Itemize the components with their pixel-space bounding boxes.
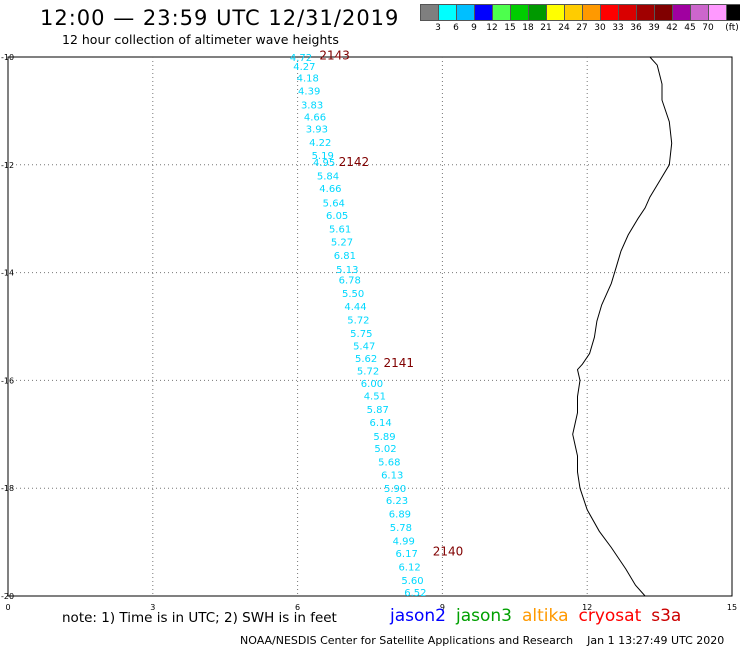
color-swatch <box>726 4 740 21</box>
wave-height-color-scale: 3 6 9 12 15 18 21 24 27 30 33 36 39 42 45 70 (ft) <box>420 4 740 35</box>
pass-number-label: 2142 <box>339 155 370 169</box>
swh-value-label: 4.51 <box>364 391 386 402</box>
swh-value-label: 5.19 <box>312 151 334 162</box>
lon-tick-label: 3 <box>150 603 155 612</box>
lat-tick-label: -12 <box>1 161 14 170</box>
swh-value-label: 5.87 <box>367 405 389 416</box>
swh-value-label: 5.89 <box>373 432 395 443</box>
pass-labels: 2143 2142 2141 2140 <box>319 48 463 558</box>
satellite-s3a-label: s3a <box>651 606 682 626</box>
lon-tick-label: 6 <box>295 603 300 612</box>
swh-value-label: 5.47 <box>353 341 375 352</box>
color-scale-label: 9 <box>471 23 477 33</box>
pass-number-label: 2143 <box>319 48 350 62</box>
lat-tick-label: -18 <box>1 484 14 493</box>
color-scale-label: 70 <box>702 23 714 33</box>
swh-value-label: 5.62 <box>355 354 377 365</box>
swh-value-label: 4.95 <box>313 158 335 169</box>
color-scale-label: 27 <box>576 23 588 33</box>
swh-value-label: 6.14 <box>369 418 391 429</box>
color-scale-label: 6 <box>453 23 459 33</box>
swh-value-label: 4.66 <box>319 184 341 195</box>
swh-value-label: 4.22 <box>309 138 331 149</box>
swh-value-label: 5.72 <box>347 315 369 326</box>
swh-value-label: 6.89 <box>389 510 411 521</box>
swh-value-label: 4.72 <box>290 53 312 64</box>
swh-value-label: 4.44 <box>344 302 366 313</box>
swh-value-label: 6.17 <box>396 549 418 560</box>
color-scale-label: (ft) <box>725 23 739 33</box>
color-scale-label: 33 <box>612 23 624 33</box>
credit-line: NOAA/NESDIS Center for Satellite Applica… <box>240 634 724 647</box>
color-scale-label: 24 <box>558 23 570 33</box>
pass-number-label: 2140 <box>433 544 464 558</box>
color-scale-label: 15 <box>504 23 516 33</box>
credit-organization: NOAA/NESDIS Center for Satellite Applica… <box>240 634 574 647</box>
satellite-altika-label: altika <box>522 606 569 626</box>
swh-value-label: 5.27 <box>331 237 353 248</box>
swh-value-label: 5.78 <box>390 523 412 534</box>
swh-value-label: 5.84 <box>317 172 339 183</box>
coastline <box>572 56 673 597</box>
satellite-legend: jason2 jason3 altika cryosat s3a <box>390 606 691 626</box>
swh-value-label: 5.61 <box>329 224 351 235</box>
map-title: 12:00 — 23:59 UTC 12/31/2019 <box>40 6 400 30</box>
color-scale-label: 3 <box>435 23 441 33</box>
color-scale-labels: 3 6 9 12 15 18 21 24 27 30 33 36 39 42 45 70 (ft) <box>420 21 740 35</box>
swh-value-label: 5.50 <box>342 289 364 300</box>
swh-value-label: 5.75 <box>350 329 372 340</box>
swh-value-label: 6.12 <box>398 562 420 573</box>
satellite-jason3-label: jason3 <box>456 606 512 626</box>
swh-value-label: 5.60 <box>401 576 423 587</box>
swh-value-label: 3.83 <box>301 100 323 111</box>
pass-number-label: 2141 <box>384 356 415 370</box>
color-scale-label: 36 <box>630 23 642 33</box>
swh-value-label: 4.39 <box>298 86 320 97</box>
color-scale-swatches <box>420 4 740 21</box>
swh-value-label: 4.99 <box>393 536 415 547</box>
color-scale-label: 12 <box>486 23 498 33</box>
lat-tick-label: -16 <box>1 376 14 385</box>
altimeter-track: 4.724.274.184.393.834.663.934.225.194.95… <box>290 53 427 599</box>
lon-tick-label: 15 <box>727 603 737 612</box>
lon-tick-label: 12 <box>582 603 592 612</box>
lat-tick-label: -10 <box>1 53 14 62</box>
swh-value-label: 3.93 <box>306 125 328 136</box>
swh-value-label: 6.78 <box>339 276 361 287</box>
color-scale-label: 30 <box>594 23 606 33</box>
swh-value-label: 6.81 <box>334 251 356 262</box>
swh-value-label: 5.90 <box>384 484 406 495</box>
units-note: note: 1) Time is in UTC; 2) SWH is in fe… <box>62 610 337 626</box>
satellite-jason2-label: jason2 <box>390 606 446 626</box>
swh-value-label: 5.64 <box>323 199 345 210</box>
swh-value-label: 6.00 <box>361 379 383 390</box>
color-scale-label: 45 <box>684 23 696 33</box>
lat-tick-label: -14 <box>1 269 14 278</box>
swh-value-label: 5.72 <box>357 367 379 378</box>
swh-value-label: 6.05 <box>326 211 348 222</box>
map-frame <box>7 56 733 597</box>
swh-value-label: 6.13 <box>381 471 403 482</box>
color-scale-label: 21 <box>540 23 552 33</box>
swh-value-label: 5.68 <box>378 457 400 468</box>
swh-value-label: 6.23 <box>386 496 408 507</box>
swh-value-label: 4.18 <box>297 73 319 84</box>
lon-tick-label: 9 <box>440 603 445 612</box>
color-scale-label: 18 <box>522 23 534 33</box>
lat-lon-grid: 0 3 6 9 12 15 -10 -12 -14 -16 -18 -20 <box>1 53 737 612</box>
coastline-path <box>572 56 673 597</box>
swh-value-label: 6.52 <box>404 588 426 599</box>
lat-tick-label: -20 <box>1 592 14 601</box>
map-subtitle: 12 hour collection of altimeter wave hei… <box>62 32 339 47</box>
swh-value-label: 5.13 <box>336 265 358 276</box>
color-scale-label: 39 <box>648 23 660 33</box>
swh-value-label: 4.66 <box>304 112 326 123</box>
lon-tick-label: 0 <box>5 603 10 612</box>
swh-value-label: 4.27 <box>293 62 315 73</box>
swh-value-label: 5.02 <box>374 444 396 455</box>
satellite-cryosat-label: cryosat <box>578 606 642 626</box>
generated-timestamp: Jan 1 13:27:49 UTC 2020 <box>587 634 725 647</box>
color-scale-label: 42 <box>666 23 678 33</box>
